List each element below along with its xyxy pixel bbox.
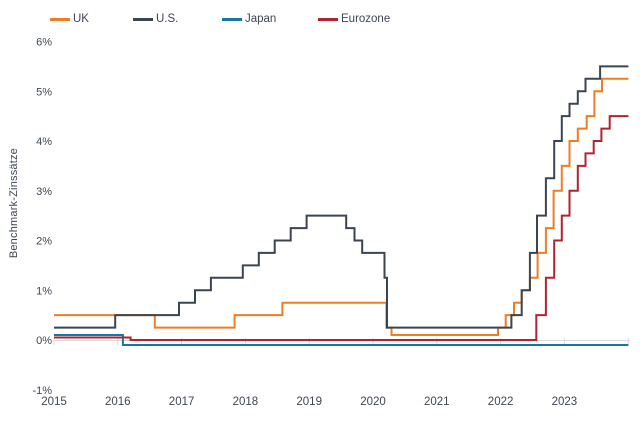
legend-item-us: U.S. bbox=[133, 11, 178, 27]
legend-label-japan: Japan bbox=[245, 13, 277, 25]
legend-label-uk: UK bbox=[73, 13, 89, 25]
x-tick-label: 2021 bbox=[424, 396, 450, 408]
legend-label-eurozone: Eurozone bbox=[341, 13, 391, 25]
uk-line-swatch bbox=[50, 17, 70, 21]
legend-item-japan: Japan bbox=[222, 11, 276, 27]
y-tick-label: 6% bbox=[36, 37, 52, 49]
legend-item-eurozone: Eurozone bbox=[318, 11, 390, 27]
y-tick-label: 1% bbox=[36, 285, 52, 297]
x-tick-label: 2022 bbox=[488, 396, 514, 408]
legend: UK U.S. Japan Eurozone bbox=[0, 11, 640, 27]
eurozone-line-swatch bbox=[318, 17, 338, 21]
y-tick-label: 2% bbox=[36, 236, 52, 248]
y-axis-title: Benchmark-Zinssätze bbox=[8, 148, 20, 259]
japan-line-swatch bbox=[222, 17, 242, 21]
x-tick-label: 2015 bbox=[41, 396, 67, 408]
us-rate-line bbox=[54, 65, 629, 329]
x-tick-label: 2018 bbox=[233, 396, 259, 408]
legend-label-us: U.S. bbox=[156, 13, 179, 25]
x-tick-label: 2017 bbox=[169, 396, 195, 408]
legend-item-uk: UK bbox=[50, 11, 89, 27]
japan-rate-line bbox=[54, 334, 629, 346]
x-tick-label: 2016 bbox=[105, 396, 131, 408]
y-tick-label: 3% bbox=[36, 186, 52, 198]
y-tick-label: 0% bbox=[36, 335, 52, 347]
x-tick-label: 2020 bbox=[360, 396, 386, 408]
eurozone-rate-line bbox=[54, 115, 629, 341]
x-tick-label: 2019 bbox=[296, 396, 322, 408]
us-line-swatch bbox=[133, 17, 153, 21]
y-tick-label: 4% bbox=[36, 136, 52, 148]
uk-rate-line bbox=[54, 77, 629, 336]
y-tick-label: 5% bbox=[36, 86, 52, 98]
y-tick-label: -1% bbox=[32, 385, 52, 397]
x-tick-label: 2023 bbox=[552, 396, 578, 408]
